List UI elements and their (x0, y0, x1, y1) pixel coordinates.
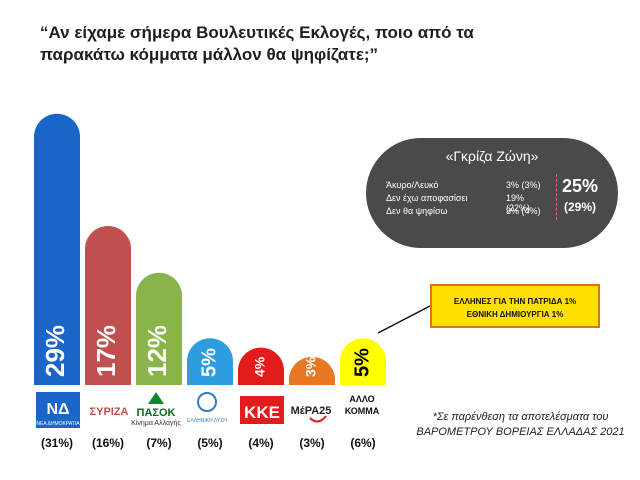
grey-zone-panel: «Γκρίζα Ζώνη» Άκυρο/Λευκό 3% (3%) Δεν έχ… (366, 138, 618, 248)
other-party-line: ΕΛΛΗΝΕΣ ΓΙΑ ΤΗΝ ΠΑΤΡΙΔΑ 1% (453, 297, 577, 306)
grey-zone-label: Δεν θα ψηφίσω (386, 206, 448, 216)
bar (187, 338, 233, 385)
previous-result-label: (3%) (299, 436, 324, 450)
other-party-logo-text: ΑΛΛΟ (349, 394, 374, 404)
bar (34, 113, 80, 386)
bar (289, 356, 335, 385)
previous-result-label: (31%) (41, 436, 73, 450)
grey-zone-value: 3% (3%) (506, 180, 541, 190)
grey-zone-value: 19% (22%) (506, 193, 531, 213)
previous-result-label: (7%) (146, 436, 171, 450)
kke-logo (240, 396, 284, 424)
bar-value-label: 4% (252, 356, 268, 377)
mera25-swoosh-icon (309, 415, 327, 423)
bar (238, 347, 284, 385)
bar-value-label: 29% (40, 325, 70, 377)
bar-value-label: 5% (351, 348, 373, 377)
elliniki-lysi-compass-icon (197, 392, 217, 412)
grey-zone-label: Άκυρο/Λευκό (386, 180, 439, 190)
grey-zone-total-previous: (29%) (564, 200, 597, 214)
pasok-sun-icon (148, 392, 164, 404)
grey-zone-title: «Γκρίζα Ζώνη» (445, 148, 539, 164)
pasok-logo-subtext: Κίνημα Αλλαγής (131, 419, 181, 427)
other-party-line: ΕΘΝΙΚΗ ΔΗΜΙΟΥΡΓΙΑ 1% (466, 310, 564, 319)
other-party-logo-text: ΚΟΜΜΑ (345, 406, 380, 416)
bar-value-label: 12% (142, 325, 172, 377)
bar-value-label: 17% (91, 325, 121, 377)
previous-result-label: (6%) (350, 436, 375, 450)
nd-logo-text: ΝΕΑ ΔΗΜΟΚΡΑΤΙΑ (36, 421, 80, 427)
bar (85, 225, 131, 385)
pasok-logo-text: ΠΑΣΟΚ (137, 407, 176, 419)
bar-value-label: 3% (303, 356, 319, 377)
nd-logo (36, 392, 80, 428)
chart-title: “Αν είχαμε σήμερα Βουλευτικές Εκλογές, π… (40, 23, 474, 64)
other-parties-callout: ΕΛΛΗΝΕΣ ΓΙΑ ΤΗΝ ΠΑΤΡΙΔΑ 1% ΕΘΝΙΚΗ ΔΗΜΙΟΥ… (430, 284, 600, 328)
grey-zone-bracket (556, 174, 558, 220)
bar-value-label: 5% (198, 348, 220, 377)
previous-result-label: (16%) (92, 436, 124, 450)
bar (136, 272, 182, 385)
footnote: *Σε παρένθεση τα αποτελέσματα του ΒΑΡΟΜΕ… (416, 411, 625, 438)
grey-zone-label: Δεν έχω αποφασίσει (386, 193, 468, 203)
nd-logo-mark: ΝΔ (46, 401, 69, 418)
mera25-logo-text: ΜέΡΑ25 (291, 405, 332, 417)
syriza-logo (87, 400, 131, 422)
callout-connector-line (377, 305, 431, 334)
previous-result-label: (4%) (248, 436, 273, 450)
syriza-logo-text: ΣΥΡΙΖΑ (90, 406, 129, 418)
elliniki-lysi-logo-text: ΕΛΛΗΝΙΚΗ ΛΥΣΗ (187, 418, 227, 424)
bar (340, 338, 386, 385)
grey-zone-total: 25% (562, 176, 599, 196)
previous-result-label: (5%) (197, 436, 222, 450)
kke-logo-text: ΚΚΕ (244, 403, 280, 422)
grey-zone-value: 3% (4%) (506, 206, 541, 216)
